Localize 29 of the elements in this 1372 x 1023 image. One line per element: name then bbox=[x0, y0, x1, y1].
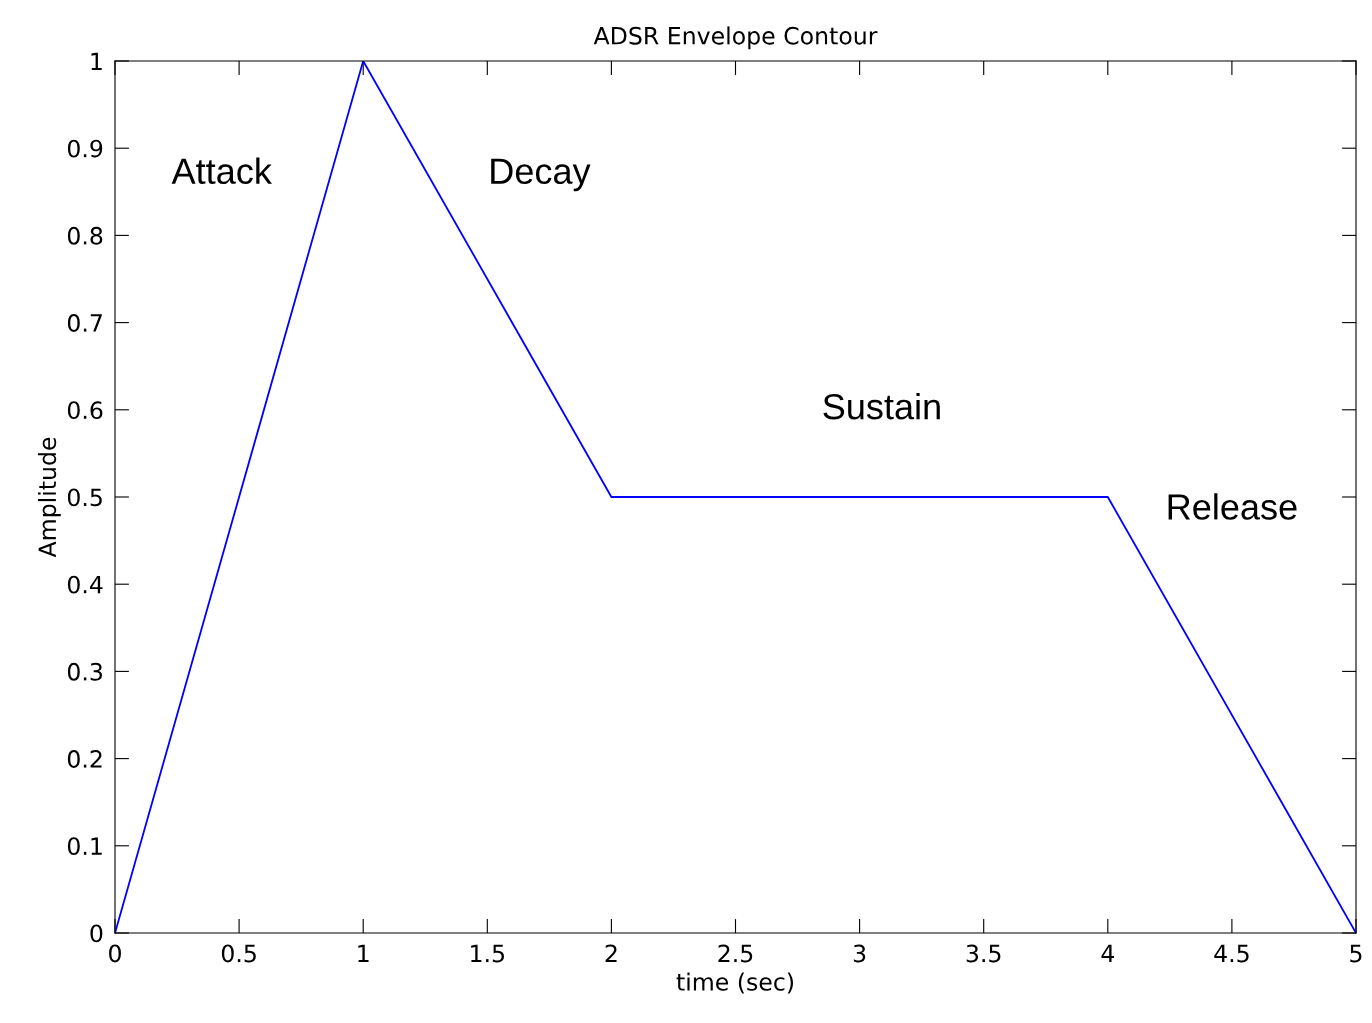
x-tick-label: 1.5 bbox=[471, 944, 505, 963]
y-tick-label: 0.8 bbox=[67, 226, 103, 245]
y-tick-label: 0.2 bbox=[67, 750, 102, 768]
y-tick-label: 0.6 bbox=[67, 401, 103, 420]
x-tick-label: 0 bbox=[109, 944, 121, 963]
x-tick-label: 0.5 bbox=[221, 944, 256, 963]
y-tick-label: 0.4 bbox=[67, 575, 103, 594]
y-tick-label: 0 bbox=[90, 924, 103, 943]
y-tick-label: 1 bbox=[91, 52, 102, 70]
annotation: Sustain bbox=[823, 392, 940, 420]
y-tick-label: 0.7 bbox=[67, 314, 102, 332]
y-axis-title: Amplitude bbox=[37, 437, 61, 558]
y-tick-label: 0.9 bbox=[67, 139, 103, 158]
x-tick-label: 3 bbox=[853, 944, 866, 963]
x-tick-label: 2 bbox=[605, 944, 617, 963]
x-tick-label: 4.5 bbox=[1214, 944, 1249, 963]
y-tick-label: 0.3 bbox=[67, 662, 102, 681]
x-tick-label: 4 bbox=[1101, 944, 1114, 963]
annotation: Decay bbox=[491, 158, 591, 192]
x-tick-label: 3.5 bbox=[966, 944, 1001, 963]
x-tick-label: 5 bbox=[1350, 944, 1362, 963]
annotation: Release bbox=[1168, 493, 1297, 520]
chart-title: ADSR Envelope Contour bbox=[593, 26, 878, 50]
y-tick-label: 0.5 bbox=[67, 488, 102, 507]
annotation: Attack bbox=[171, 157, 272, 185]
y-tick-label: 0.1 bbox=[67, 837, 102, 856]
x-tick-label: 1 bbox=[358, 944, 369, 963]
x-axis-title: time (sec) bbox=[676, 972, 794, 994]
x-tick-label: 2.5 bbox=[718, 944, 753, 963]
